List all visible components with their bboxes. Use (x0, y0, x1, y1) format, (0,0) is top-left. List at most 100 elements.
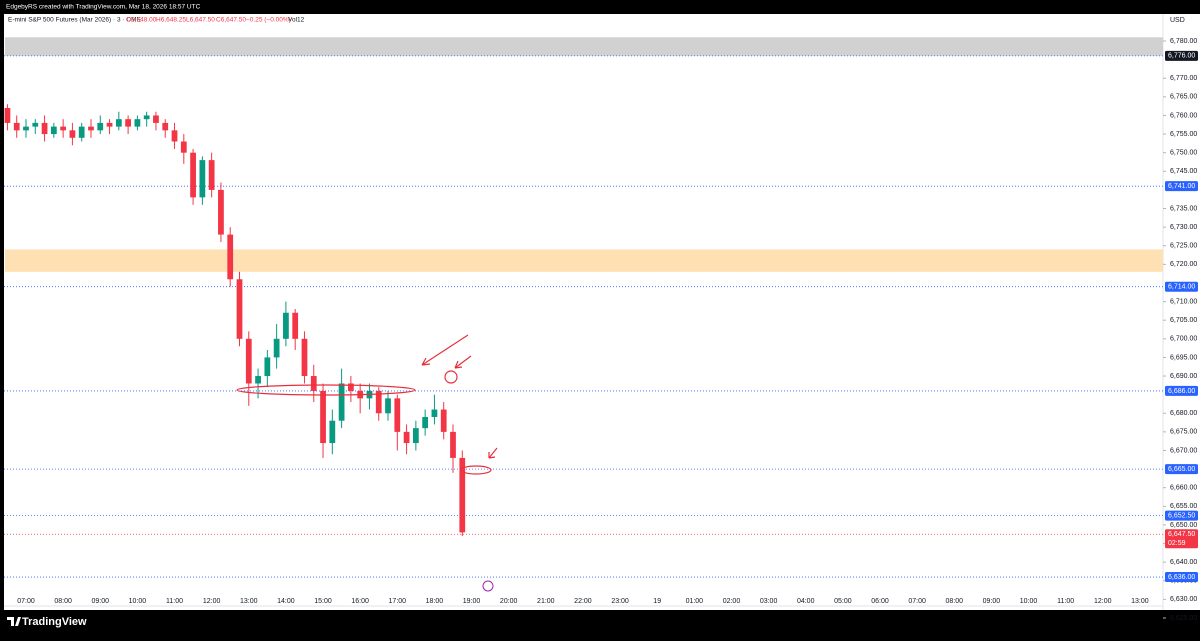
x-tick-label: 10:00 (129, 598, 147, 605)
y-tick-label: 6,770.00 (1170, 75, 1197, 82)
candle-body (329, 420, 336, 444)
level-label-box (1165, 385, 1198, 396)
x-tick-label: 14:00 (277, 598, 295, 605)
candle-body (78, 126, 85, 138)
candle-body (422, 416, 429, 429)
candle-body (153, 115, 159, 123)
x-tick-label: 05:00 (834, 598, 852, 605)
level-label-box (1165, 510, 1198, 521)
candle-body (403, 431, 410, 444)
candle-body (190, 152, 196, 198)
annotations (236, 334, 498, 475)
candle-body (106, 122, 113, 127)
volume: Vol12 (288, 17, 305, 24)
y-tick-label: 6,755.00 (1170, 131, 1197, 138)
event-icon[interactable] (482, 580, 494, 592)
candle-body (338, 383, 345, 421)
level-label: 6,686.00 (1168, 388, 1195, 395)
x-tick-label: 23:00 (611, 598, 629, 605)
last-price-label: 6,647.50 (1168, 531, 1195, 538)
axes: 6,625.006,630.006,635.006,640.006,645.00… (17, 38, 1198, 622)
level-label: 6,665.00 (1168, 466, 1195, 473)
y-tick-label: 6,710.00 (1170, 298, 1197, 305)
x-tick-label: 13:00 (1131, 598, 1149, 605)
x-tick-label: 08:00 (54, 598, 72, 605)
y-tick-label: 6,720.00 (1170, 261, 1197, 268)
candle-body (23, 126, 29, 131)
candle-body (273, 338, 280, 358)
x-tick-label: 17:00 (389, 598, 407, 605)
level-label: 6,652.50 (1168, 512, 1195, 519)
candle-body (264, 357, 271, 377)
y-tick-label: 6,700.00 (1170, 336, 1197, 343)
legend-header: E-mini S&P 500 Futures (Mar 2026) · 3 · … (8, 17, 305, 24)
y-tick-label: 6,730.00 (1170, 224, 1197, 231)
x-tick-label: 20:00 (500, 598, 518, 605)
ohlc-low: L6,647.50 (186, 17, 215, 24)
candle-body (218, 189, 224, 235)
candle-body (394, 398, 401, 432)
y-tick-label: 6,745.00 (1170, 168, 1197, 175)
candle-body (450, 431, 456, 458)
candle-body (171, 130, 178, 142)
x-tick-label: 07:00 (908, 598, 926, 605)
annotation-arrow (488, 447, 498, 459)
ohlc-close: C6,647.50 (216, 17, 246, 24)
candle-body (50, 126, 57, 135)
y-tick-label: 6,705.00 (1170, 317, 1197, 324)
zone (5, 37, 1163, 56)
candle-body (115, 119, 122, 127)
x-tick-label: 09:00 (91, 598, 109, 605)
level-label-box (1165, 181, 1198, 192)
candle-body (227, 234, 234, 280)
y-tick-label: 6,655.00 (1170, 503, 1197, 510)
candle-body (459, 457, 466, 533)
candle-body (13, 122, 20, 131)
candle-body (301, 338, 308, 377)
y-tick-label: 6,640.00 (1170, 559, 1197, 566)
x-tick-label: 22:00 (574, 598, 592, 605)
level-label-box (1165, 281, 1198, 292)
candle-body (292, 312, 299, 339)
x-tick-label: 12:00 (203, 598, 221, 605)
brand-logo (7, 617, 21, 626)
x-tick-label: 02:00 (723, 598, 741, 605)
annotation-ellipse (236, 384, 416, 396)
x-tick-label: 11:00 (1057, 598, 1074, 605)
x-tick-label: 08:00 (945, 598, 963, 605)
x-tick-label: 11:00 (166, 598, 183, 605)
candle-body (88, 126, 94, 131)
x-tick-label: 21:00 (537, 598, 555, 605)
candle-body (162, 122, 169, 131)
y-tick-label: 6,660.00 (1170, 485, 1197, 492)
x-tick-label: 19 (653, 598, 661, 605)
candle-body (385, 398, 391, 414)
level-label: 6,636.00 (1168, 574, 1195, 581)
candle-body (412, 428, 419, 444)
x-tick-label: 09:00 (983, 598, 1001, 605)
countdown: 02:59 (1168, 540, 1186, 547)
x-tick-label: 07:00 (17, 598, 35, 605)
y-tick-label: 6,725.00 (1170, 243, 1197, 250)
chart-area (4, 14, 1200, 610)
x-tick-label: 04:00 (797, 598, 815, 605)
y-tick-label: 6,650.00 (1170, 522, 1197, 529)
ohlc-change: −0.25 (−0.00%) (246, 17, 291, 24)
candle-body (208, 160, 215, 190)
y-tick-label: 6,625.00 (1170, 615, 1197, 622)
x-tick-label: 01:00 (686, 598, 704, 605)
y-tick-label: 6,695.00 (1170, 354, 1197, 361)
x-tick-label: 12:00 (1094, 598, 1112, 605)
candle-body (320, 390, 326, 444)
level-label-box (1165, 572, 1198, 583)
y-tick-label: 6,765.00 (1170, 94, 1197, 101)
y-tick-label: 6,670.00 (1170, 447, 1197, 454)
y-tick-label: 6,780.00 (1170, 38, 1197, 45)
ohlc-open: O6,648.00 (126, 17, 157, 24)
y-tick-label: 6,750.00 (1170, 150, 1197, 157)
last-price-box (1165, 529, 1198, 549)
y-tick-label: 6,630.00 (1170, 596, 1197, 603)
x-tick-label: 03:00 (760, 598, 778, 605)
